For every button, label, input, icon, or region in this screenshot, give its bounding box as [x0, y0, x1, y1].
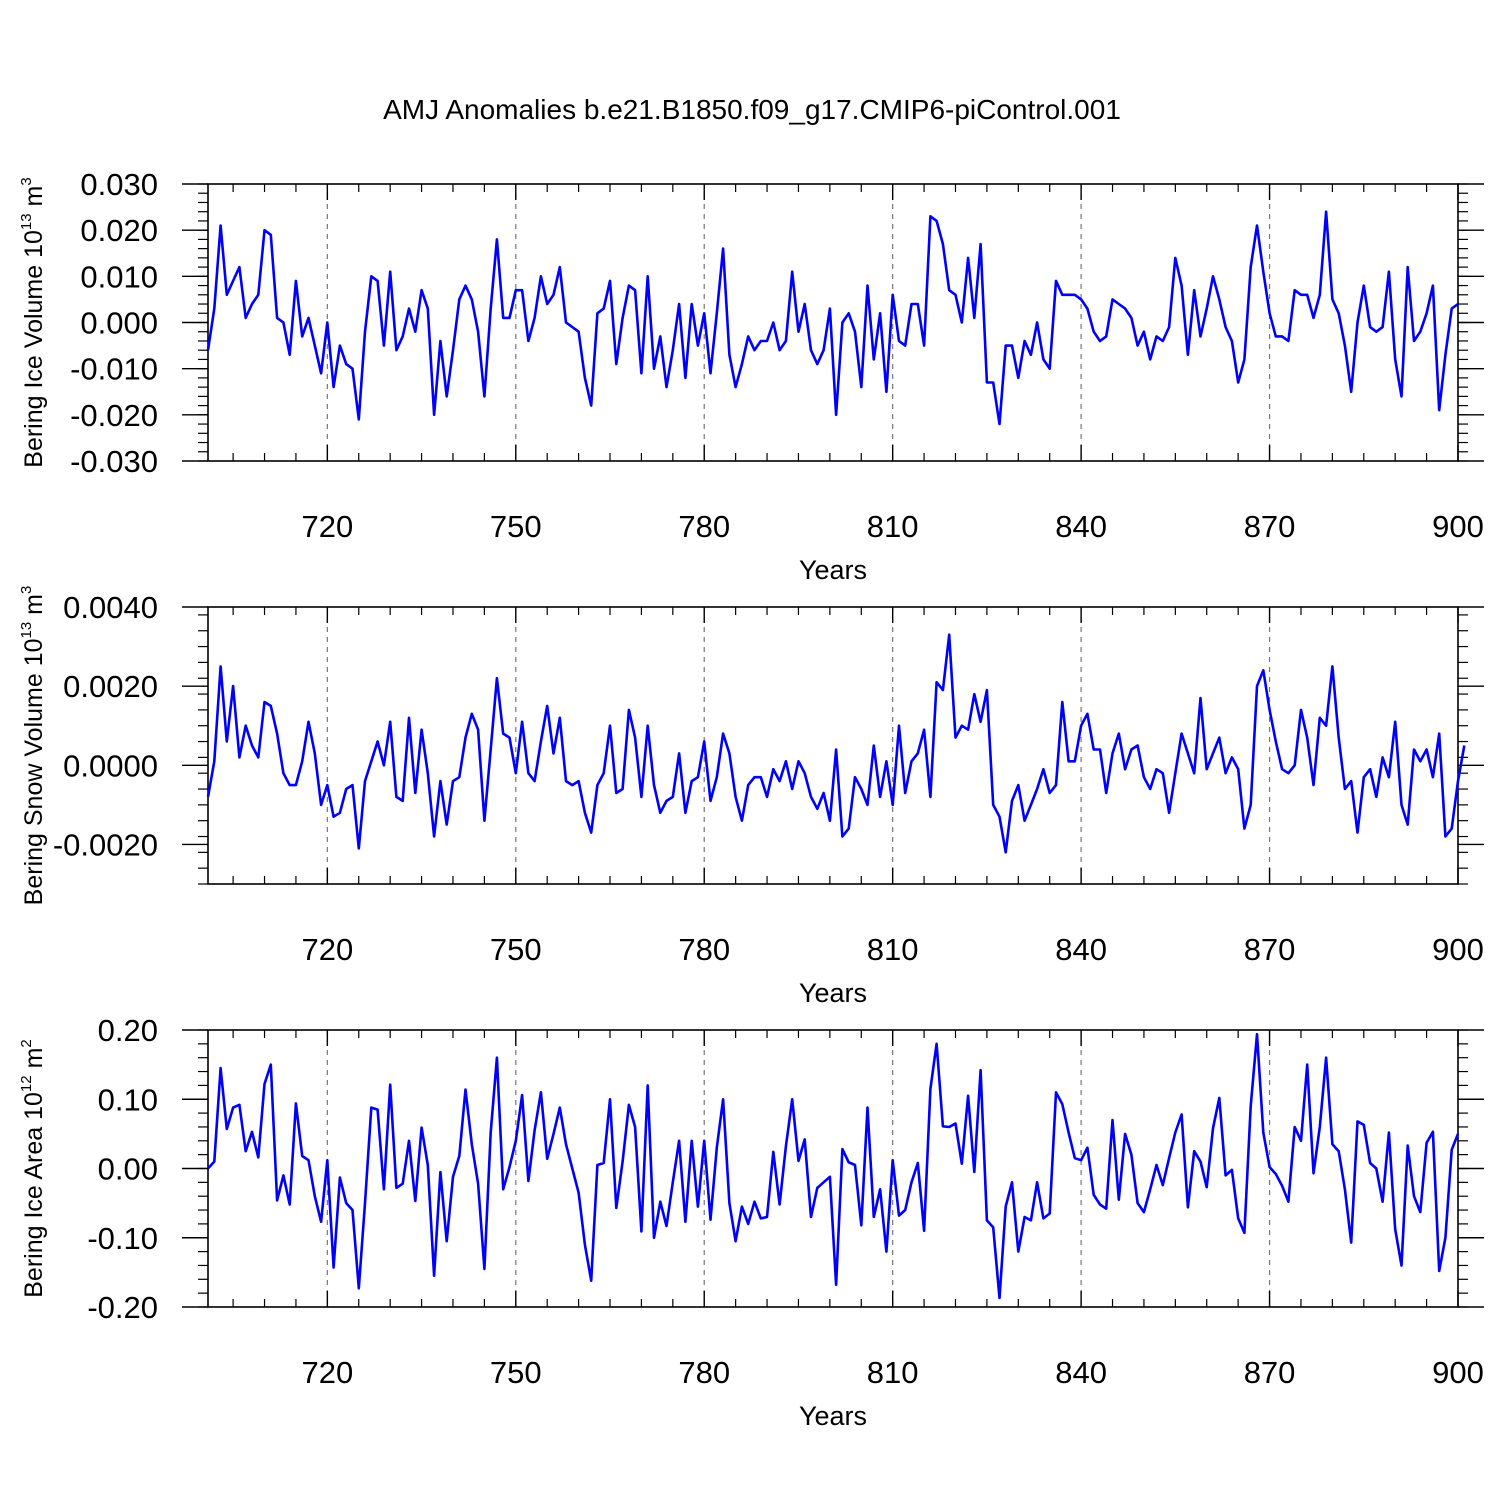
x-tick-label-840: 840: [1055, 932, 1107, 967]
y-axis-label-unit: m: [20, 1048, 48, 1076]
x-axis-label: Years: [799, 1401, 867, 1431]
y-tick-label--0.0020: -0.0020: [53, 827, 158, 862]
x-tick-label-810: 810: [867, 932, 919, 967]
panel-ice-area: 720 750 780 810 840 870 900 Years -0.20 -0.10 0.00…: [18, 1013, 1484, 1431]
y-axis-label: Bering Ice Area 1012 m2: [18, 1039, 48, 1298]
series-line-ice-area: [207, 1032, 1460, 1300]
y-axis-label-unit-exponent: 2: [18, 1039, 35, 1047]
y-axis-label-text: Bering Ice Volume 10: [20, 230, 48, 468]
y-axis-label-text: Bering Snow Volume 10: [20, 638, 48, 905]
x-tick-label-870: 870: [1244, 932, 1296, 967]
series-line-ice-volume: [206, 210, 1459, 426]
y-axis-label-exponent: 12: [18, 1075, 35, 1092]
x-tick-label-780: 780: [678, 509, 730, 544]
y-axis-label: Bering Snow Volume 1013 m3: [18, 586, 48, 906]
y-tick-label-0.0000: 0.0000: [63, 748, 158, 783]
x-tick-label-720: 720: [301, 932, 353, 967]
y-axis-label-exponent: 13: [18, 213, 35, 230]
chart-title: AMJ Anomalies b.e21.B1850.f09_g17.CMIP6-…: [383, 94, 1121, 125]
y-axis-label-unit-exponent: 3: [18, 177, 35, 185]
y-axis-label-text: Bering Ice Area 10: [20, 1092, 48, 1298]
x-tick-label-810: 810: [867, 1355, 919, 1390]
x-tick-label-750: 750: [490, 1355, 542, 1390]
x-tick-label-750: 750: [490, 932, 542, 967]
y-tick-label-0.010: 0.010: [80, 259, 158, 294]
x-tick-label-720: 720: [301, 509, 353, 544]
x-tick-label-900: 900: [1432, 509, 1484, 544]
y-axis-label-unit: m: [20, 186, 48, 214]
x-tick-label-900: 900: [1432, 1355, 1484, 1390]
x-tick-label-870: 870: [1244, 1355, 1296, 1390]
y-axis-label-unit: m: [20, 594, 48, 622]
x-axis-label: Years: [799, 555, 867, 585]
y-tick-label--0.030: -0.030: [70, 444, 158, 479]
y-tick-label-0.00: 0.00: [98, 1152, 158, 1187]
x-tick-label-780: 780: [678, 932, 730, 967]
y-axis-label: Bering Ice Volume 1013 m3: [18, 177, 48, 467]
panel-ice-volume: 720 750 780 810 840 870 900 Years -0.030 -0.020 -0…: [18, 167, 1484, 585]
y-axis-label-exponent: 13: [18, 622, 35, 639]
y-tick-label-0.0020: 0.0020: [63, 669, 158, 704]
x-tick-label-780: 780: [678, 1355, 730, 1390]
y-tick-label--0.020: -0.020: [70, 398, 158, 433]
series-line-snow-volume: [206, 633, 1466, 854]
x-tick-label-750: 750: [490, 509, 542, 544]
y-tick-label-0.000: 0.000: [80, 306, 158, 341]
y-tick-label--0.10: -0.10: [87, 1221, 158, 1256]
y-axis-label-unit-exponent: 3: [18, 586, 35, 594]
y-tick-label-0.20: 0.20: [98, 1013, 158, 1048]
x-tick-label-900: 900: [1432, 932, 1484, 967]
x-tick-label-720: 720: [301, 1355, 353, 1390]
plot-frame: [207, 606, 1459, 885]
y-tick-label-0.10: 0.10: [98, 1082, 158, 1117]
x-tick-label-870: 870: [1244, 509, 1296, 544]
x-axis-label: Years: [799, 978, 867, 1008]
x-tick-label-840: 840: [1055, 1355, 1107, 1390]
panels: 720 750 780 810 840 870 900 Years -0.030 -0.020 -0…: [18, 167, 1484, 1431]
x-tick-label-810: 810: [867, 509, 919, 544]
y-tick-label--0.010: -0.010: [70, 352, 158, 387]
y-tick-label-0.030: 0.030: [80, 167, 158, 202]
y-tick-label--0.20: -0.20: [87, 1290, 158, 1325]
panel-snow-volume: 720 750 780 810 840 870 900 Years -0.0020 0.0000 0…: [18, 586, 1484, 1008]
y-tick-label-0.0040: 0.0040: [63, 590, 158, 625]
x-tick-label-840: 840: [1055, 509, 1107, 544]
y-tick-label-0.020: 0.020: [80, 213, 158, 248]
